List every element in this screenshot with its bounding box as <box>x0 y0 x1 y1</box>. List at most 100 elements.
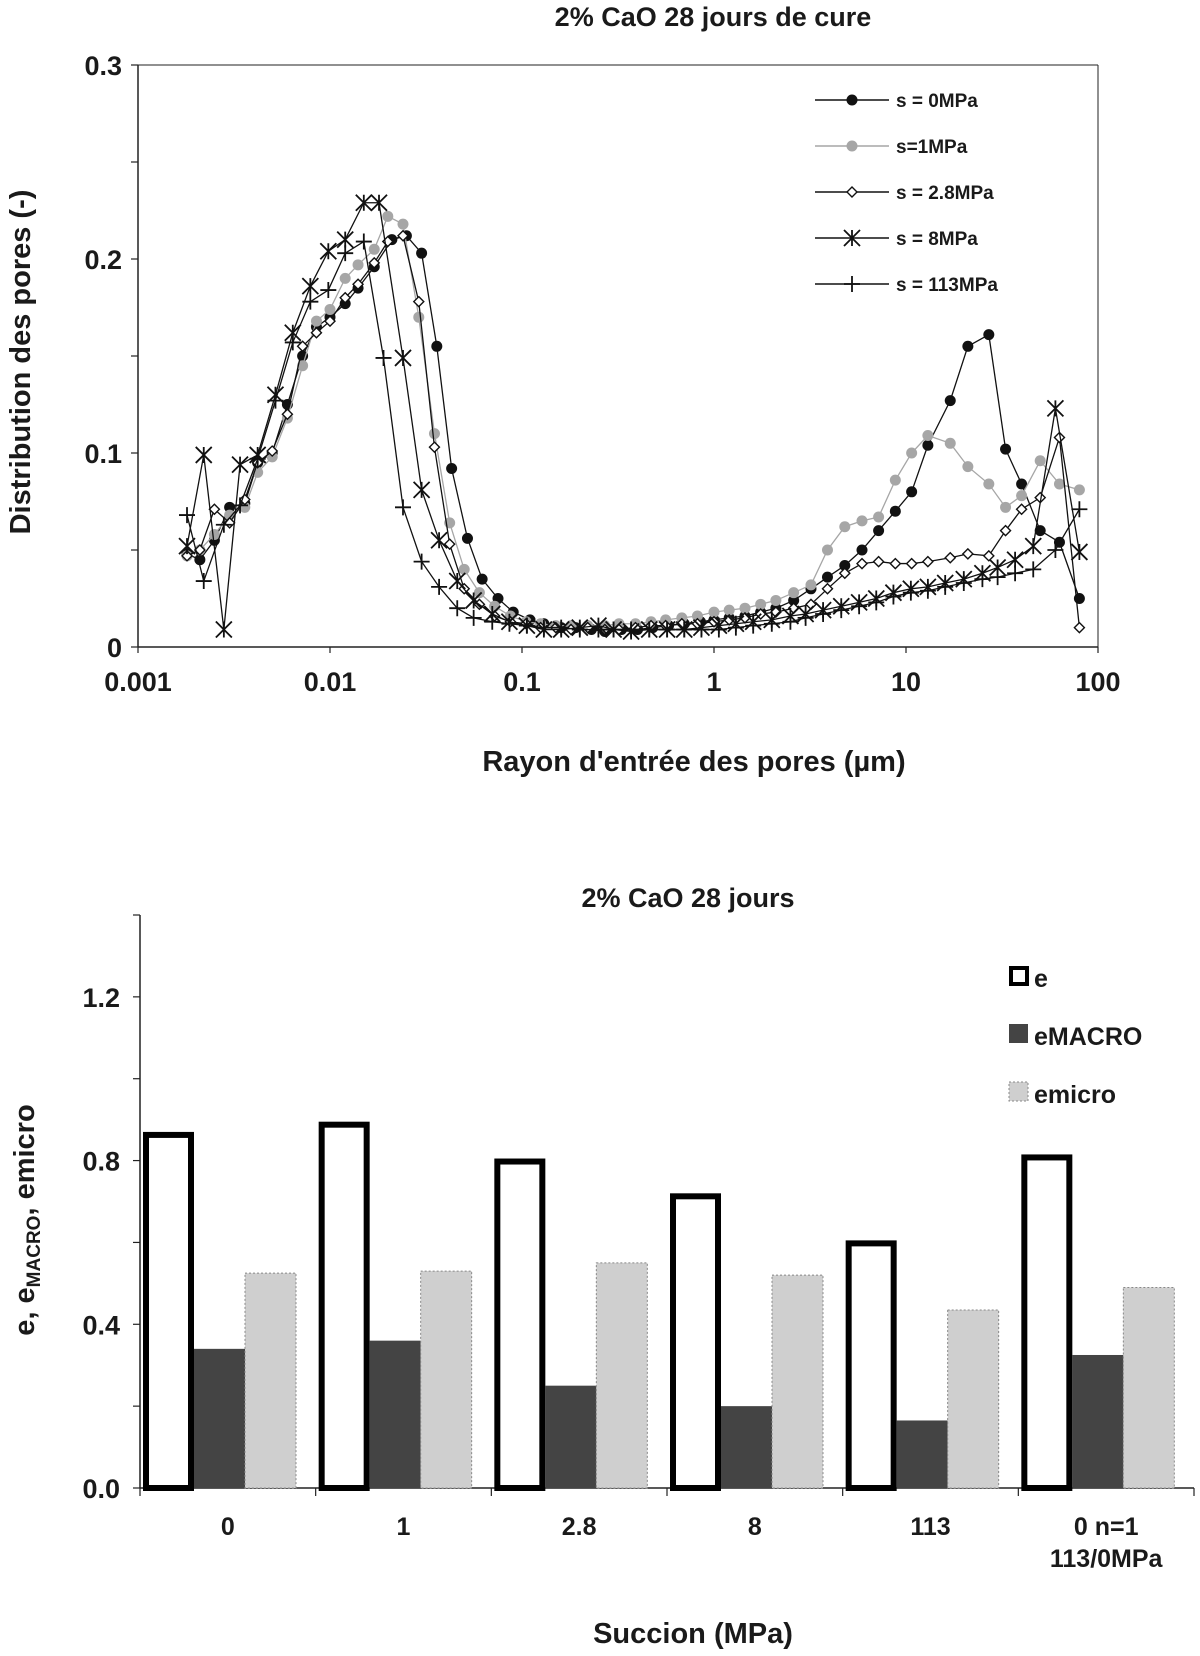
data-point-marker <box>368 243 380 255</box>
data-point-marker <box>370 194 388 212</box>
data-point-marker <box>368 256 381 269</box>
data-point-marker <box>352 278 365 291</box>
legend-swatch <box>1009 966 1029 986</box>
data-point-marker <box>755 598 767 610</box>
data-point-marker <box>473 587 485 599</box>
series-line <box>186 240 1080 631</box>
data-point-marker <box>461 532 473 544</box>
data-point-marker <box>428 441 441 454</box>
legend-label: emicro <box>1034 1081 1116 1109</box>
data-point-marker <box>846 140 858 152</box>
data-point-marker <box>922 439 934 451</box>
data-point-marker <box>296 340 309 353</box>
legend-label: s=1MPa <box>896 137 968 158</box>
data-point-marker <box>659 621 676 638</box>
data-point-marker <box>352 259 364 271</box>
data-point-marker <box>1007 565 1024 582</box>
bar-chart-y-axis-label: e, eMACRO, emicro <box>9 1104 45 1335</box>
bar-chart: 2% CaO 28 jours 0.0 0.4 0.8 1.2 0 1 2.8 8 113 0 n… <box>9 883 1195 1650</box>
bar-chart-y-label-tail: , emicro <box>9 1104 41 1215</box>
bar-chart-category-label: 113/0MPa <box>1050 1545 1164 1573</box>
bar-chart-category-label: 0 n=1 <box>1074 1513 1139 1541</box>
bar-e <box>143 1131 194 1491</box>
data-point-marker <box>181 549 194 562</box>
data-point-marker <box>215 516 232 533</box>
legend-label: s = 8MPa <box>896 229 978 250</box>
line-chart-y-axis-label: Distribution des pores (-) <box>5 190 37 535</box>
data-point-marker <box>319 242 337 260</box>
bar-eMACRO <box>545 1385 597 1488</box>
legend-label: e <box>1034 965 1048 993</box>
data-point-marker <box>1053 478 1065 490</box>
data-point-marker <box>769 606 782 619</box>
data-point-marker <box>710 621 727 638</box>
data-point-marker <box>788 587 800 599</box>
data-point-marker <box>484 613 501 630</box>
bar-series-e <box>143 1121 1073 1492</box>
data-point-marker <box>431 578 448 595</box>
bar-e <box>494 1158 546 1492</box>
data-point-marker <box>394 349 412 367</box>
data-point-marker <box>906 486 918 498</box>
data-point-marker <box>310 315 322 327</box>
data-point-marker <box>851 598 868 615</box>
data-point-marker <box>195 446 213 464</box>
data-point-marker <box>868 594 885 611</box>
data-point-marker <box>982 549 995 562</box>
data-point-marker <box>1070 543 1089 561</box>
bar-chart-x-axis-label: Succion (MPa) <box>593 1618 793 1650</box>
data-point-marker <box>443 538 456 551</box>
data-point-marker <box>999 524 1012 537</box>
data-point-marker <box>297 360 309 372</box>
line-series-4 <box>178 194 1089 641</box>
data-point-marker <box>501 615 518 632</box>
data-point-marker <box>1016 478 1028 490</box>
data-point-marker <box>937 578 954 595</box>
bar-chart-y-tick-label: 0.0 <box>82 1474 120 1504</box>
data-point-marker <box>413 553 430 570</box>
data-point-marker <box>412 295 425 308</box>
bar-chart-category-label: 8 <box>748 1513 762 1541</box>
data-point-marker <box>921 555 934 568</box>
data-point-marker <box>763 615 780 632</box>
data-point-marker <box>873 511 885 523</box>
bar-e <box>845 1240 897 1492</box>
bar-emicro <box>244 1272 297 1489</box>
bar-chart-bars-group <box>143 1121 1175 1492</box>
data-point-marker <box>195 573 212 590</box>
data-point-marker <box>846 94 858 106</box>
line-chart-x-tick-label: 1 <box>706 667 721 697</box>
bar-emicro <box>1122 1286 1175 1489</box>
data-point-marker <box>448 572 466 590</box>
data-point-marker <box>873 525 885 537</box>
data-point-marker <box>193 544 206 556</box>
data-point-marker <box>266 445 279 458</box>
data-point-marker <box>301 277 319 295</box>
bar-chart-axes: 0.0 0.4 0.8 1.2 0 1 2.8 8 113 0 n=1 113/0MPa <box>82 914 1195 1573</box>
data-point-marker <box>872 555 885 568</box>
data-point-marker <box>739 602 751 614</box>
line-chart-series-group <box>178 194 1089 641</box>
data-point-marker <box>397 229 409 242</box>
data-point-marker <box>412 481 431 499</box>
line-chart-x-tick-label: 10 <box>891 667 921 697</box>
line-chart-y-tick-label: 0.2 <box>84 245 122 275</box>
data-point-marker <box>179 507 196 524</box>
bar-eMACRO <box>896 1420 948 1488</box>
line-chart-y-tick-label: 0.1 <box>84 439 122 469</box>
data-point-marker <box>805 579 817 591</box>
data-point-marker <box>974 571 991 588</box>
bar-emicro <box>947 1309 1000 1489</box>
data-point-marker <box>1016 490 1028 502</box>
data-point-marker <box>1006 551 1024 569</box>
data-point-marker <box>983 478 995 490</box>
data-point-marker <box>518 617 535 634</box>
bar-chart-category-label: 113 <box>910 1513 950 1541</box>
data-point-marker <box>458 563 470 575</box>
data-point-marker <box>590 621 607 638</box>
data-point-marker <box>324 315 336 328</box>
bar-chart-y-label-main: e, e <box>9 1287 41 1335</box>
data-point-marker <box>416 247 428 259</box>
data-point-marker <box>1015 503 1028 516</box>
bar-chart-title: 2% CaO 28 jours <box>581 883 794 913</box>
